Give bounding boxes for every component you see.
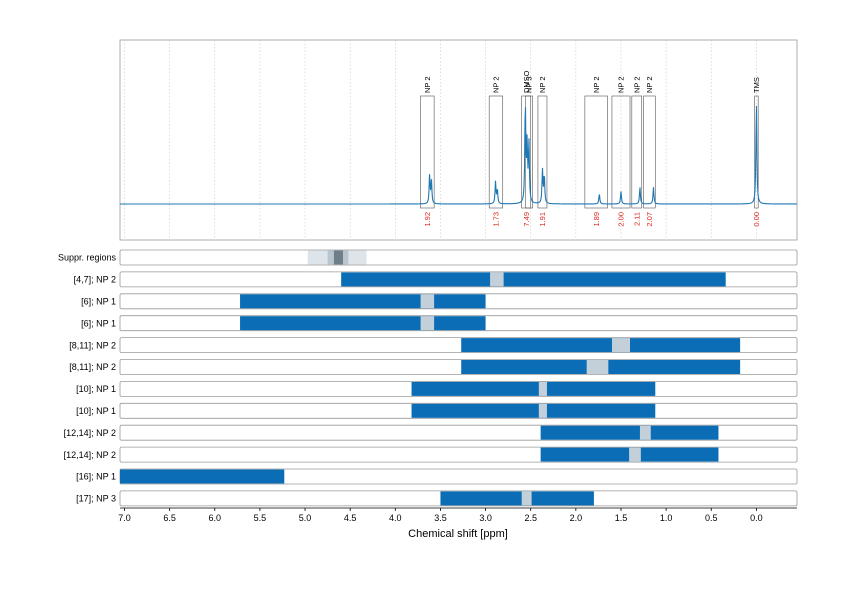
spectrum-frame (119, 39, 798, 241)
range-bar (240, 316, 486, 331)
row-label: [12,14]; NP 2 (64, 450, 116, 460)
peak-gap (420, 316, 435, 331)
multiplet-rows: Suppr. regions [4,7]; NP 2 [6]; NP 1 [6]; N… (58, 249, 798, 507)
peak-range-box (611, 95, 631, 209)
suppression-region (333, 250, 343, 265)
x-tick-label: 2.5 (524, 513, 537, 523)
peak-gap (629, 447, 641, 462)
spectrum-panel: NP 2 1.92 NP 2 1.73 DMSO 7.49 NP 3 NP 2 1.91 NP 2… (119, 39, 798, 241)
row-frame (119, 249, 798, 266)
x-tick-label: 3.5 (434, 513, 447, 523)
peak-range-box (754, 95, 759, 209)
peak-annotation-label: NP 2 (617, 76, 626, 93)
range-bar (540, 425, 719, 440)
x-tick-label: 0.5 (705, 513, 718, 523)
peak-annotation-label: NP 2 (538, 76, 547, 93)
range-bar (120, 469, 285, 484)
x-tick-label: 4.0 (389, 513, 402, 523)
peak-annotation-label: NP 2 (492, 76, 501, 93)
peak-annotation-label: TMS (752, 77, 761, 93)
row-label: [16]; NP 1 (76, 472, 116, 482)
row-label: Suppr. regions (58, 253, 117, 263)
peak-annotation-label: NP 3 (525, 76, 534, 93)
peak-gap (420, 294, 435, 309)
x-tick-label: 4.5 (344, 513, 357, 523)
x-tick-label: 7.0 (118, 513, 131, 523)
peak-range-box (584, 95, 608, 209)
range-bar (461, 338, 741, 353)
range-bar (341, 272, 726, 287)
row-label: [6]; NP 1 (81, 318, 116, 328)
peak-range-box (643, 95, 656, 209)
peak-range-box (524, 95, 533, 209)
row-label: [17]; NP 3 (76, 494, 116, 504)
x-tick-label: 1.0 (660, 513, 673, 523)
x-tick-label: 1.5 (615, 513, 628, 523)
integral-label: 1.89 (592, 212, 601, 227)
row-label: [10]; NP 1 (76, 384, 116, 394)
x-axis: 7.0 6.5 6.0 5.5 5.0 4.5 4.0 3.5 3.0 2.5 2.0 1.5 1.0 0… (118, 507, 797, 523)
peak-range-box (420, 95, 435, 209)
x-tick-label: 2.0 (570, 513, 583, 523)
row-label: [4,7]; NP 2 (74, 275, 116, 285)
peak-range-box (537, 95, 548, 209)
row-label: [12,14]; NP 2 (64, 428, 116, 438)
peak-gap (538, 403, 547, 418)
x-tick-label: 0.0 (750, 513, 763, 523)
range-bar (240, 294, 486, 309)
range-bar (411, 381, 656, 396)
peak-gap (639, 425, 651, 440)
integral-label: 1.73 (492, 212, 501, 227)
integral-label: 7.49 (522, 212, 531, 227)
x-axis-label: Chemical shift [ppm] (408, 528, 508, 540)
peak-annotation-label: DMSO (522, 70, 531, 93)
peak-range-box (488, 95, 504, 209)
peak-range-box (631, 95, 643, 209)
peak-gap (538, 381, 547, 396)
peak-gap (521, 491, 532, 506)
integral-label: 1.91 (538, 212, 547, 227)
peak-annotation-label: NP 2 (592, 76, 601, 93)
range-bar (440, 491, 594, 506)
row-label: [6]; NP 1 (81, 297, 116, 307)
row-label: [8,11]; NP 2 (69, 340, 116, 350)
row-label: [8,11]; NP 2 (69, 362, 116, 372)
integral-label: 0.00 (752, 212, 761, 227)
x-tick-label: 3.0 (479, 513, 492, 523)
integral-label: 2.07 (645, 212, 654, 227)
peak-gap (586, 360, 609, 374)
integral-label: 2.00 (617, 212, 626, 227)
x-tick-label: 6.5 (163, 513, 176, 523)
peak-annotation-label: NP 2 (632, 76, 641, 93)
range-bar (411, 403, 656, 418)
x-tick-label: 5.0 (299, 513, 312, 523)
x-tick-label: 6.0 (209, 513, 222, 523)
row-label: [10]; NP 1 (76, 406, 116, 416)
x-tick-label: 5.5 (254, 513, 267, 523)
peak-annotation-label: NP 2 (645, 76, 654, 93)
spectrum-line (120, 105, 797, 205)
peak-annotation-label: NP 2 (423, 76, 432, 93)
peak-gap (490, 272, 504, 287)
integral-label: 2.11 (632, 212, 641, 226)
integral-label: 1.92 (423, 212, 432, 227)
peak-gap (611, 338, 631, 353)
